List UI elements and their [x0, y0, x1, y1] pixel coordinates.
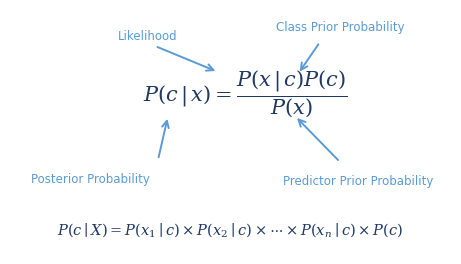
Text: $P(c\,|\,x)=\dfrac{P(x\,|\,c)P(c)}{P(x)}$: $P(c\,|\,x)=\dfrac{P(x\,|\,c)P(c)}{P(x)}… — [143, 69, 347, 120]
Text: Class Prior Probability: Class Prior Probability — [276, 21, 404, 34]
Text: Posterior Probability: Posterior Probability — [30, 173, 149, 186]
Text: Likelihood: Likelihood — [118, 30, 178, 43]
Text: $P(c\mid X) = P(x_1\mid c)\times P(x_2\mid c)\times\cdots\times P(x_n\mid c)\tim: $P(c\mid X) = P(x_1\mid c)\times P(x_2\m… — [57, 221, 403, 239]
Text: Predictor Prior Probability: Predictor Prior Probability — [283, 176, 433, 188]
